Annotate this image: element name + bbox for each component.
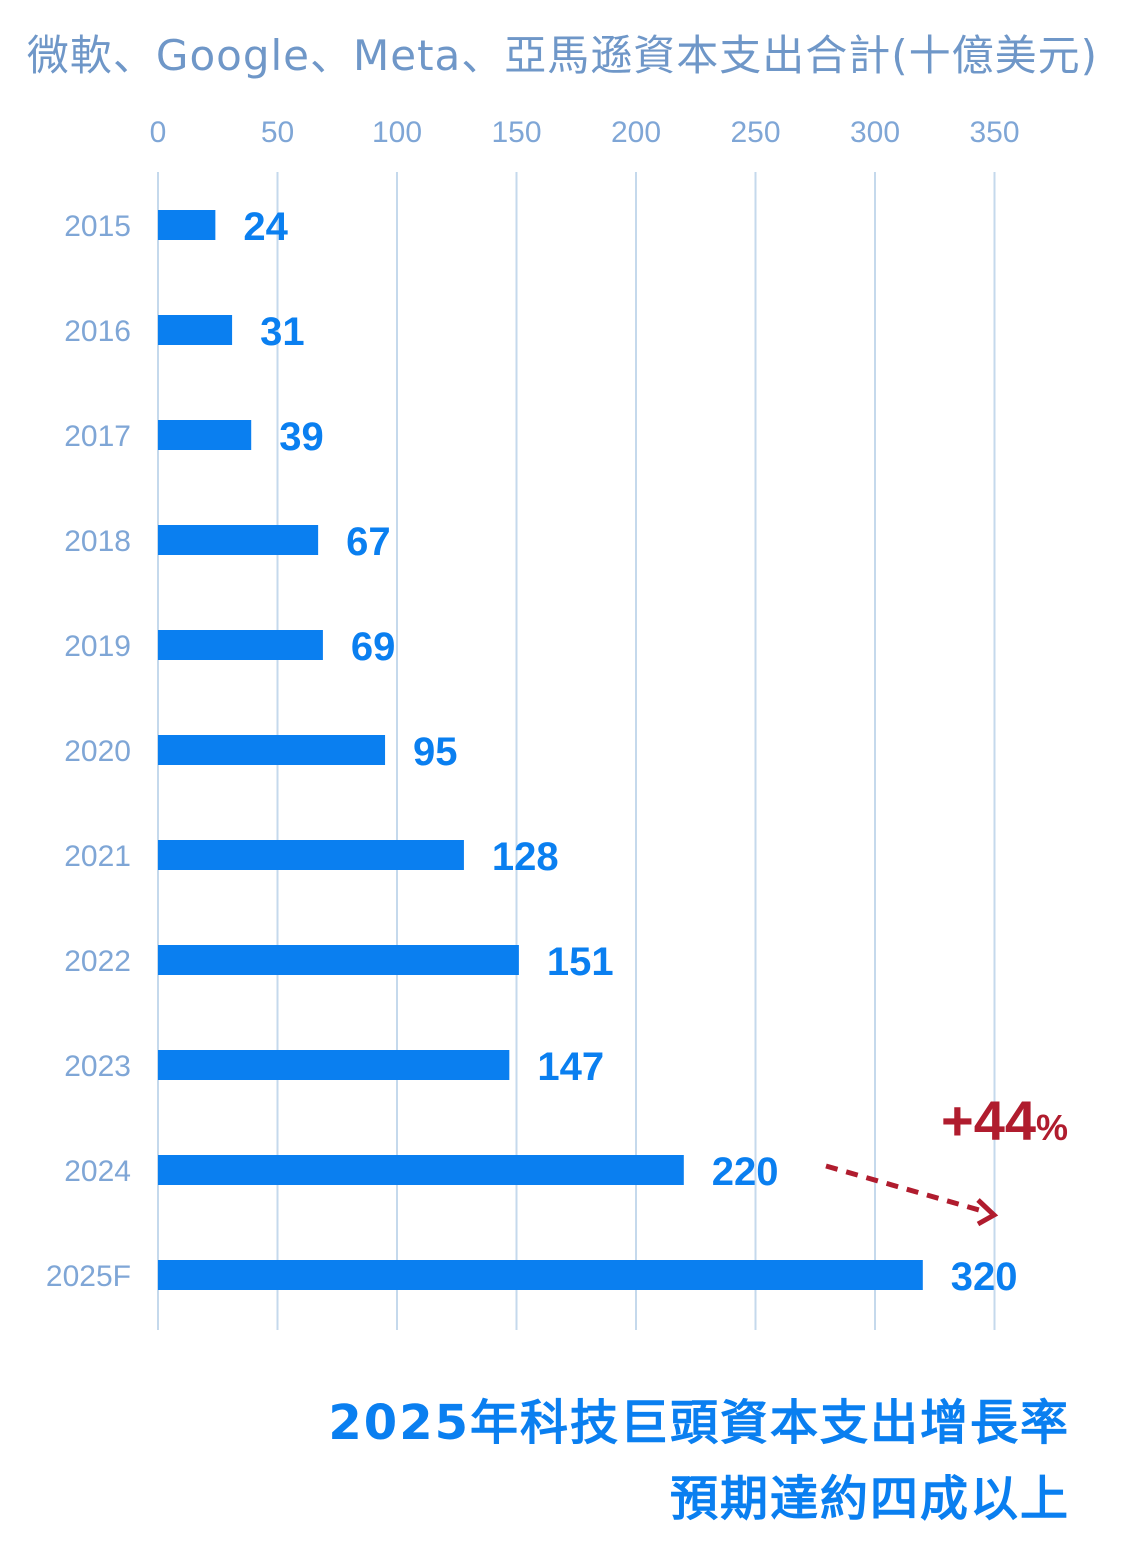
value-label: 320 bbox=[951, 1255, 1018, 1299]
category-label: 2025F bbox=[46, 1260, 131, 1293]
conclusion-text: 2025年科技巨頭資本支出增長率 預期達約四成以上 bbox=[328, 1385, 1070, 1537]
chart-title: 微軟、Google、Meta、亞馬遜資本支出合計(十億美元) bbox=[26, 31, 1099, 80]
bar-2017 bbox=[158, 420, 252, 450]
value-labels: 24 31 39 67 69 95 128 151 147 220 320 bbox=[243, 205, 1017, 1299]
growth-value: +44 bbox=[941, 1089, 1036, 1152]
x-tick-label: 50 bbox=[261, 116, 294, 149]
bar-2025F bbox=[158, 1260, 923, 1290]
x-tick-label: 300 bbox=[850, 116, 900, 149]
conclusion-line-2: 預期達約四成以上 bbox=[669, 1471, 1070, 1527]
category-label: 2023 bbox=[64, 1050, 131, 1083]
bar-2016 bbox=[158, 315, 233, 345]
category-label: 2020 bbox=[64, 735, 131, 768]
category-label: 2018 bbox=[64, 525, 131, 558]
growth-unit: % bbox=[1036, 1107, 1068, 1148]
conclusion-line-1: 2025年科技巨頭資本支出增長率 bbox=[328, 1395, 1070, 1451]
x-tick-label: 100 bbox=[372, 116, 422, 149]
bar-2024 bbox=[158, 1155, 684, 1185]
x-tick-label: 0 bbox=[150, 116, 167, 149]
bar-2018 bbox=[158, 525, 319, 555]
category-label: 2015 bbox=[64, 210, 131, 243]
bar-2020 bbox=[158, 735, 386, 765]
bar-2023 bbox=[158, 1050, 510, 1080]
x-tick-label: 250 bbox=[730, 116, 780, 149]
value-label: 67 bbox=[346, 520, 391, 564]
category-label: 2022 bbox=[64, 945, 131, 978]
growth-annotation: +44% bbox=[825, 1089, 1068, 1227]
value-label: 95 bbox=[413, 730, 458, 774]
category-label: 2019 bbox=[64, 630, 131, 663]
value-label: 31 bbox=[260, 310, 305, 354]
category-labels: 2015 2016 2017 2018 2019 2020 2021 2022 2023 2024… bbox=[46, 210, 131, 1293]
bar-2015 bbox=[158, 210, 216, 240]
x-tick-label: 350 bbox=[969, 116, 1019, 149]
value-label: 69 bbox=[351, 625, 396, 669]
value-label: 151 bbox=[547, 940, 614, 984]
bar-2021 bbox=[158, 840, 464, 870]
growth-label: +44% bbox=[941, 1089, 1068, 1152]
x-tick-label: 150 bbox=[491, 116, 541, 149]
value-label: 39 bbox=[279, 415, 324, 459]
category-label: 2024 bbox=[64, 1155, 131, 1188]
category-label: 2016 bbox=[64, 315, 131, 348]
x-tick-label: 200 bbox=[611, 116, 661, 149]
value-label: 128 bbox=[492, 835, 559, 879]
category-label: 2021 bbox=[64, 840, 131, 873]
bar-2019 bbox=[158, 630, 323, 660]
bars bbox=[158, 210, 923, 1290]
bar-chart: 0 50 100 150 200 250 300 350 201520162017201820… bbox=[46, 116, 1068, 1330]
value-label: 220 bbox=[712, 1150, 779, 1194]
value-label: 24 bbox=[243, 205, 288, 249]
value-label: 147 bbox=[537, 1045, 604, 1089]
growth-arrow-line bbox=[825, 1163, 987, 1215]
x-axis-ticks: 0 50 100 150 200 250 300 350 bbox=[150, 116, 1020, 149]
category-label: 2017 bbox=[64, 420, 131, 453]
bar-2022 bbox=[158, 945, 519, 975]
growth-arrow-head bbox=[976, 1198, 999, 1227]
